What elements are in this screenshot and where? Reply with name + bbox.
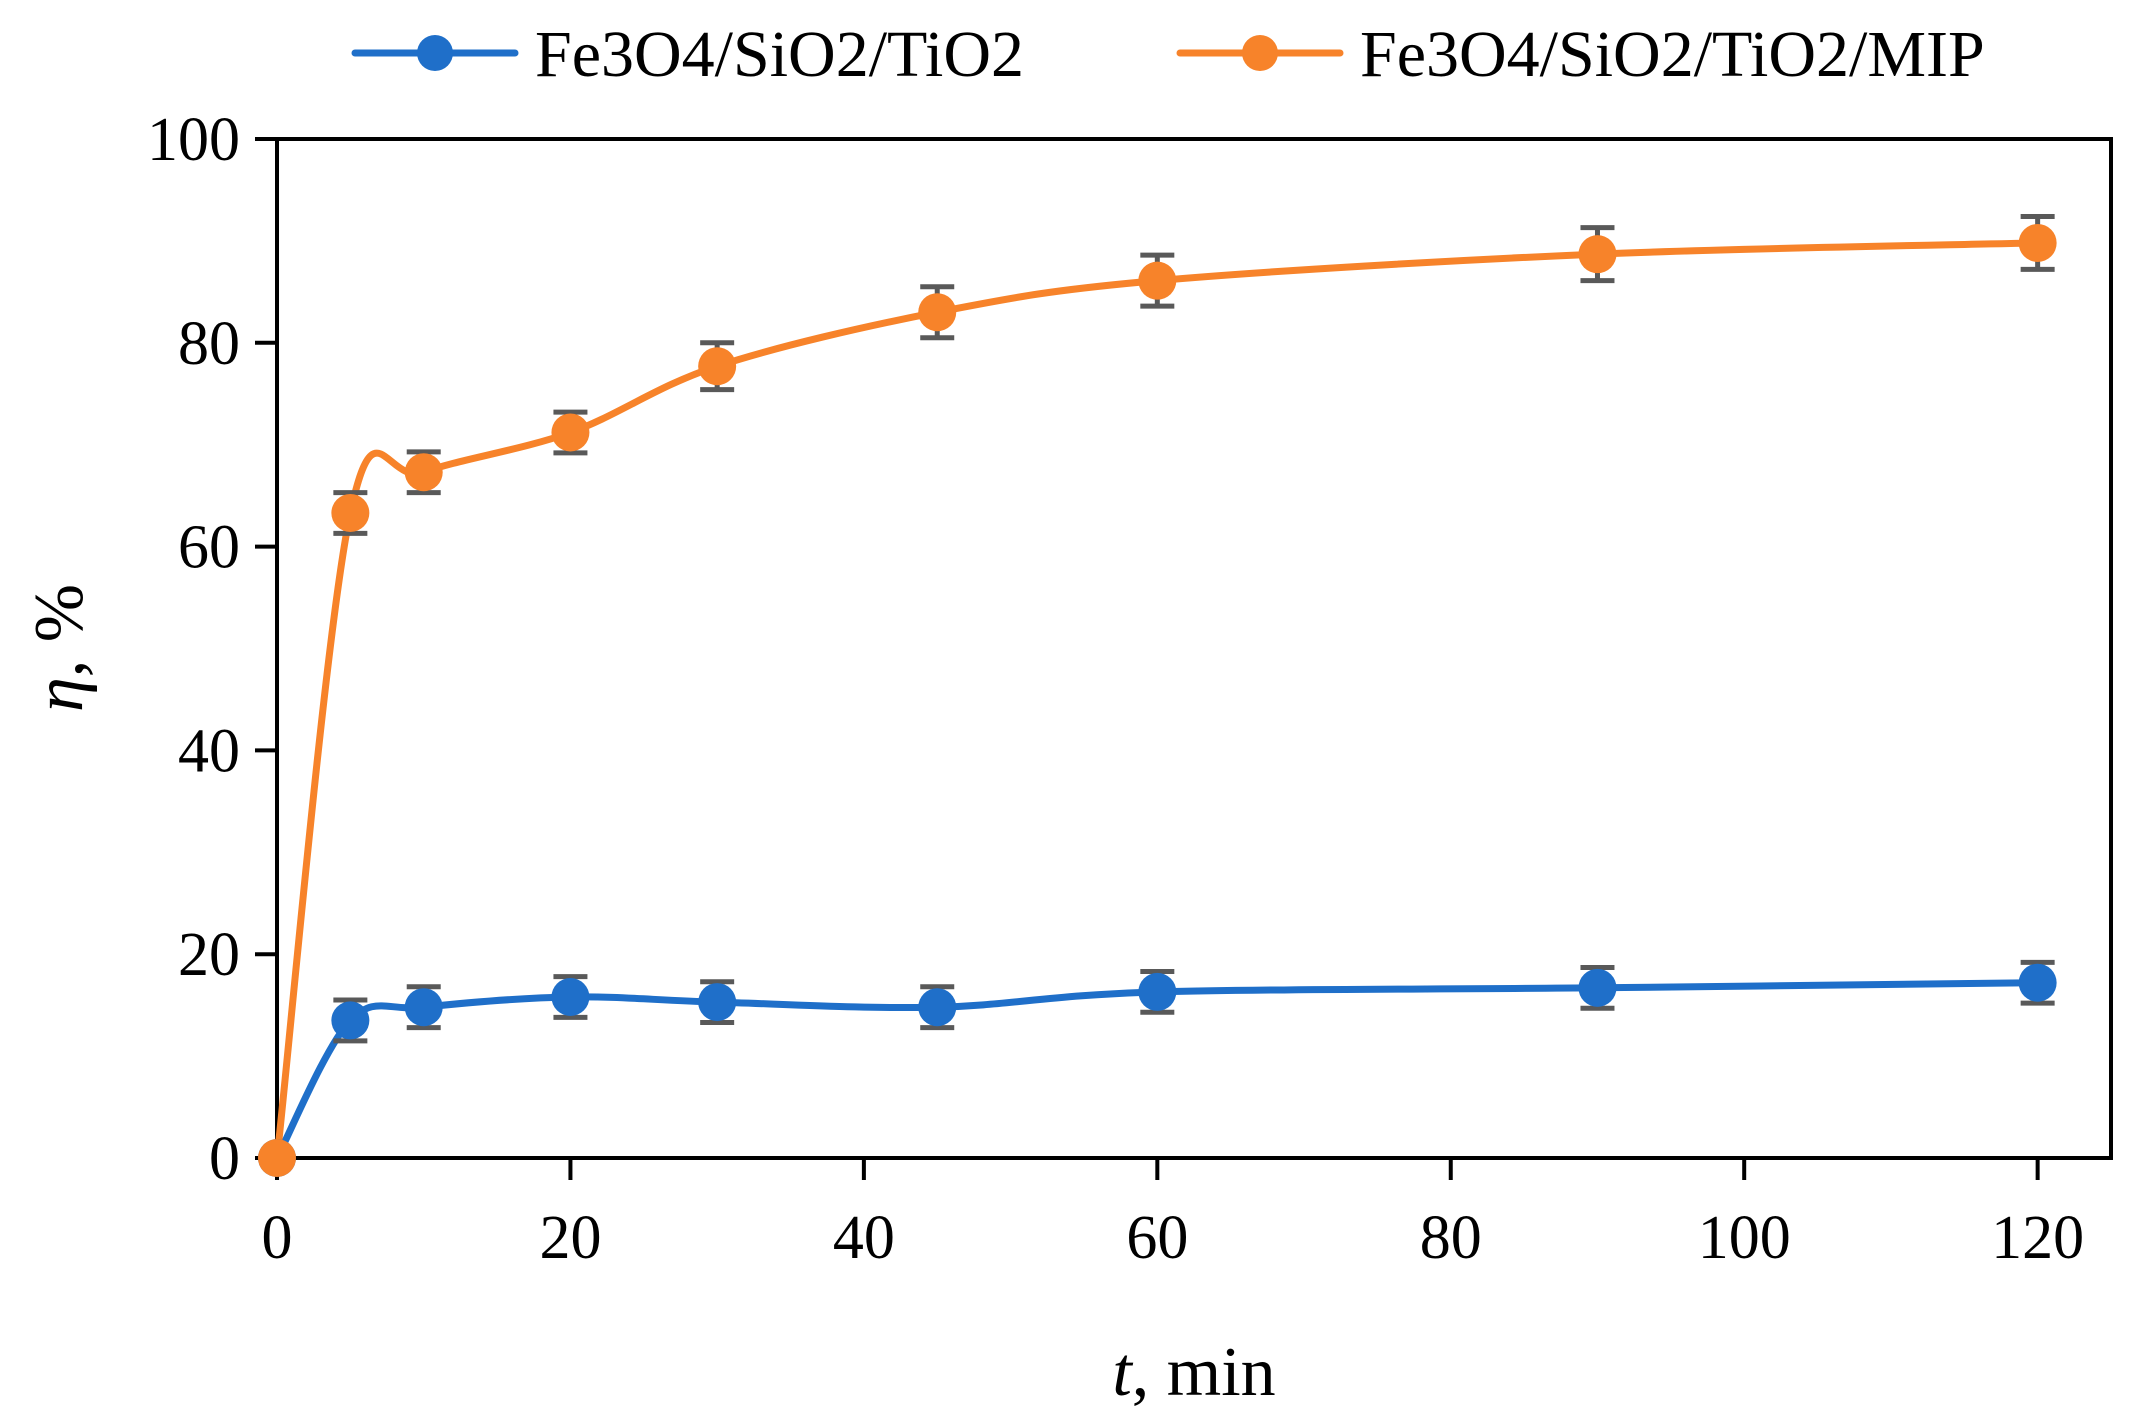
legend-marker-series-1 <box>417 35 453 71</box>
y-tick-label: 80 <box>178 310 240 378</box>
y-axis-title-var: η <box>21 677 98 712</box>
error-bars <box>333 213 2055 1044</box>
data-point-series-1 <box>551 977 590 1016</box>
data-point-series-1 <box>331 1001 370 1040</box>
y-tick-label: 20 <box>178 921 240 989</box>
x-tick-label: 80 <box>1420 1204 1482 1272</box>
data-point-series-2 <box>2018 223 2057 262</box>
y-axis-title-unit: , % <box>21 584 98 677</box>
data-point-series-2 <box>1138 261 1177 300</box>
legend-item-series-1: Fe3O4/SiO2/TiO2 <box>351 18 1024 91</box>
legend-label-series-1: Fe3O4/SiO2/TiO2 <box>535 18 1024 91</box>
data-point-series-2 <box>918 293 957 332</box>
data-point-series-1 <box>1138 972 1177 1011</box>
data-point-series-1 <box>2018 963 2057 1002</box>
y-axis-title: η, % <box>21 584 98 712</box>
data-point-series-1 <box>404 988 443 1027</box>
x-tick-label: 20 <box>539 1204 601 1272</box>
data-point-series-1 <box>918 988 957 1027</box>
x-axis-title-unit: , min <box>1132 1334 1276 1411</box>
data-point-series-2 <box>698 347 737 386</box>
data-point-series-2 <box>551 413 590 452</box>
legend-marker-series-2 <box>1242 35 1278 71</box>
data-point-series-2 <box>1578 235 1617 274</box>
axis-ticks <box>255 137 2040 1180</box>
x-axis-title-var: t <box>1112 1334 1133 1411</box>
legend: Fe3O4/SiO2/TiO2 Fe3O4/SiO2/TiO2/MIP <box>351 18 1985 91</box>
data-point-series-2 <box>404 453 443 492</box>
data-point-series-2 <box>258 1139 296 1177</box>
x-tick-label: 0 <box>262 1204 293 1272</box>
x-axis-title: t, min <box>1112 1334 1275 1411</box>
y-tick-label: 100 <box>147 106 240 174</box>
data-markers <box>258 223 2057 1177</box>
x-tick-label: 100 <box>1698 1204 1791 1272</box>
tick-labels: 0 20 40 60 80 100 120 0 20 40 60 80 100 <box>147 106 2084 1272</box>
y-tick-label: 40 <box>178 717 240 785</box>
x-tick-label: 40 <box>833 1204 895 1272</box>
y-tick-label: 60 <box>178 514 240 582</box>
x-tick-label: 120 <box>1991 1204 2084 1272</box>
data-point-series-1 <box>698 983 737 1022</box>
x-tick-label: 60 <box>1126 1204 1188 1272</box>
plot-area-frame <box>275 137 2113 1160</box>
data-point-series-2 <box>331 493 370 532</box>
y-tick-label: 0 <box>209 1125 240 1193</box>
legend-item-series-2: Fe3O4/SiO2/TiO2/MIP <box>1176 18 1985 91</box>
data-point-series-1 <box>1578 968 1617 1007</box>
series-line-2 <box>273 239 2042 1162</box>
legend-label-series-2: Fe3O4/SiO2/TiO2/MIP <box>1360 18 1985 91</box>
series-lines <box>273 239 2042 1162</box>
